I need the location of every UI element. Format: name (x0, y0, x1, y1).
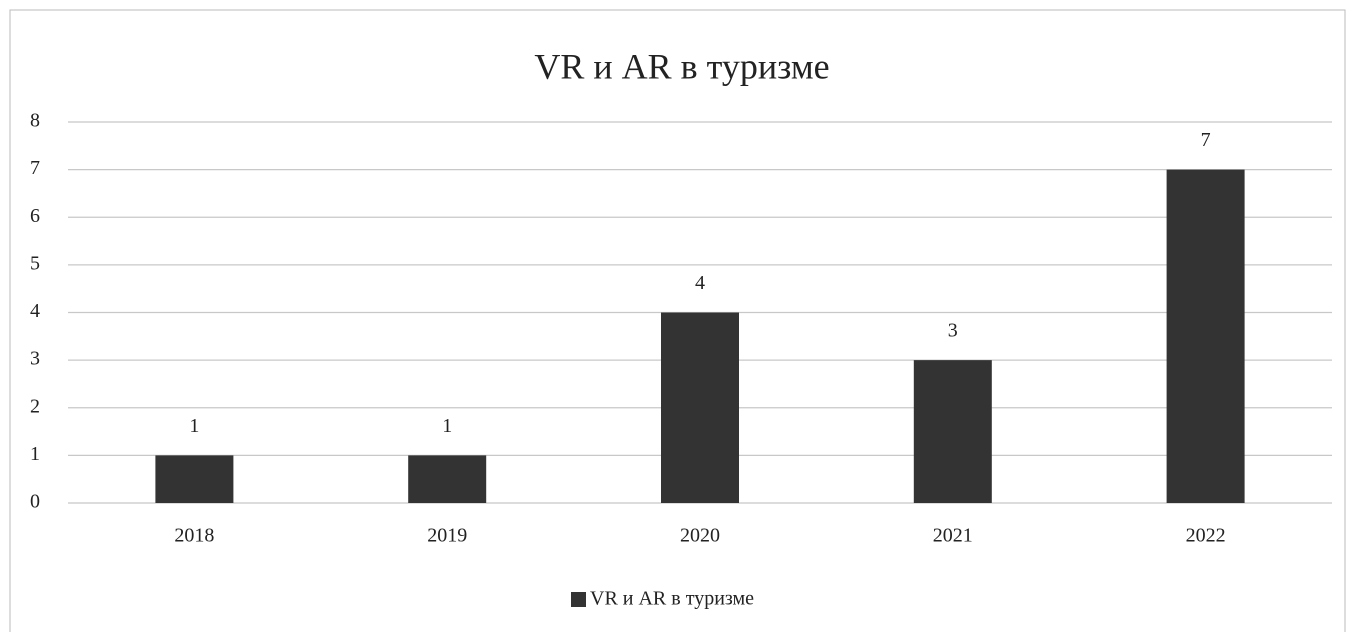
bar (408, 455, 487, 503)
legend-swatch (571, 592, 586, 607)
data-label: 1 (189, 415, 199, 437)
x-tick-label: 2021 (933, 525, 973, 547)
y-tick-label: 4 (30, 300, 40, 322)
y-tick-label: 2 (30, 395, 40, 417)
y-tick-label: 6 (30, 205, 40, 227)
y-tick-label: 1 (30, 443, 40, 465)
bar (155, 455, 234, 503)
y-tick-label: 0 (30, 491, 40, 513)
data-label: 4 (695, 272, 705, 294)
bar (913, 360, 992, 503)
bar (661, 312, 739, 503)
data-label: 3 (948, 320, 958, 342)
bar (1166, 169, 1245, 503)
x-tick-label: 2019 (427, 525, 467, 547)
y-tick-label: 8 (30, 110, 40, 132)
data-label: 1 (442, 415, 452, 437)
x-tick-label: 2022 (1186, 525, 1226, 547)
legend-label: VR и AR в туризме (590, 588, 754, 610)
y-tick-label: 7 (30, 157, 40, 179)
data-label: 7 (1201, 129, 1211, 151)
y-tick-label: 5 (30, 252, 40, 274)
x-tick-label: 2020 (680, 525, 720, 547)
x-tick-label: 2018 (174, 525, 214, 547)
y-tick-label: 3 (30, 348, 40, 370)
chart-title: VR и AR в туризме (534, 46, 829, 86)
